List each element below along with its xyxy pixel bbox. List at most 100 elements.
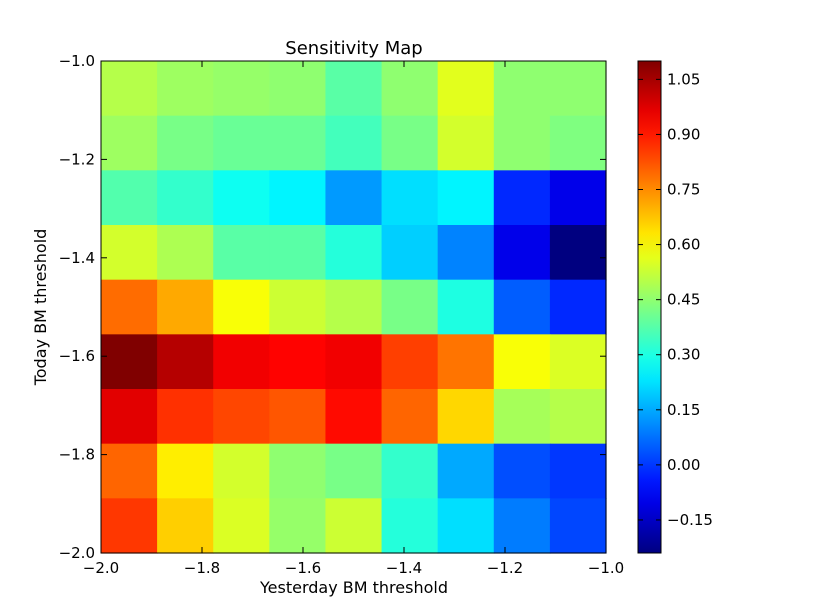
heatmap-cell xyxy=(437,498,495,554)
x-tick-label: −1.2 xyxy=(487,559,523,577)
heatmap-cells xyxy=(101,61,607,554)
y-tick-label: −1.6 xyxy=(59,347,95,365)
heatmap-cell xyxy=(325,279,383,335)
heatmap-cell xyxy=(549,498,607,554)
heatmap-cell xyxy=(437,115,495,171)
heatmap-cell xyxy=(213,334,270,390)
y-tick-label: −1.0 xyxy=(59,52,95,70)
heatmap-cell xyxy=(381,498,439,554)
heatmap-cell xyxy=(157,279,214,335)
heatmap-cell xyxy=(493,498,551,554)
heatmap-cell xyxy=(101,170,158,226)
heatmap-cell xyxy=(101,334,158,390)
colorbar-tick-label: 0.30 xyxy=(667,346,700,364)
heatmap-cell xyxy=(269,170,327,226)
heatmap-cell xyxy=(213,61,270,117)
heatmap-cell xyxy=(269,115,327,171)
colorbar-tick-label: 0.75 xyxy=(667,181,700,199)
heatmap-cell xyxy=(325,170,383,226)
heatmap-cell xyxy=(269,279,327,335)
heatmap-cell xyxy=(381,443,439,499)
heatmap-cell xyxy=(549,115,607,171)
heatmap-cell xyxy=(381,61,439,117)
heatmap-cell xyxy=(269,225,327,281)
plot-frame xyxy=(100,60,607,554)
heatmap-cell xyxy=(157,389,214,445)
heatmap-cell xyxy=(493,115,551,171)
heatmap-cell xyxy=(325,389,383,445)
heatmap-cell xyxy=(381,225,439,281)
heatmap-cell xyxy=(269,389,327,445)
heatmap-cell xyxy=(493,389,551,445)
heatmap-cell xyxy=(101,443,158,499)
colorbar-tick-label: 0.60 xyxy=(667,236,700,254)
x-tick-label: −1.8 xyxy=(184,559,220,577)
heatmap-cell xyxy=(549,225,607,281)
heatmap-cell xyxy=(381,115,439,171)
heatmap-cell xyxy=(437,61,495,117)
heatmap-cell xyxy=(493,334,551,390)
colorbar xyxy=(637,60,662,554)
y-tick-label: −1.4 xyxy=(59,249,95,267)
heatmap-cell xyxy=(101,279,158,335)
heatmap-cell xyxy=(437,334,495,390)
heatmap-cell xyxy=(213,115,270,171)
y-tick-label: −2.0 xyxy=(59,544,95,562)
heatmap-cell xyxy=(493,225,551,281)
heatmap-cell xyxy=(213,389,270,445)
y-tick-label: −1.2 xyxy=(59,150,95,168)
heatmap-cell xyxy=(157,115,214,171)
y-axis-label: Today BM threshold xyxy=(31,229,50,387)
x-axis: −2.0 −1.8 −1.6 −1.4 −1.2 −1.0 xyxy=(83,61,624,577)
heatmap-cell xyxy=(101,61,158,117)
heatmap-cell xyxy=(269,61,327,117)
heatmap-cell xyxy=(269,498,327,554)
heatmap-cell xyxy=(213,279,270,335)
heatmap-cell xyxy=(325,498,383,554)
heatmap-cell xyxy=(381,334,439,390)
x-tick-label: −1.0 xyxy=(588,559,624,577)
heatmap-cell xyxy=(269,334,327,390)
heatmap-cell xyxy=(325,443,383,499)
heatmap-cell xyxy=(325,115,383,171)
x-tick-label: −2.0 xyxy=(83,559,119,577)
colorbar-tick-label: 0.90 xyxy=(667,125,700,143)
heatmap-cell xyxy=(213,170,270,226)
heatmap-cell xyxy=(101,225,158,281)
heatmap-cell xyxy=(549,61,607,117)
heatmap-cell xyxy=(213,443,270,499)
colorbar-tick-label: 0.15 xyxy=(667,401,700,419)
x-axis-label: Yesterday BM threshold xyxy=(259,578,448,597)
heatmap-cell xyxy=(157,334,214,390)
heatmap-cell xyxy=(493,61,551,117)
heatmap-cell xyxy=(493,279,551,335)
heatmap-cell xyxy=(157,225,214,281)
heatmap-cell xyxy=(549,389,607,445)
colorbar-tick-label: 1.05 xyxy=(667,70,700,88)
colorbar-tick-label: −0.15 xyxy=(667,511,713,529)
heatmap-cell xyxy=(549,279,607,335)
heatmap-cell xyxy=(437,443,495,499)
heatmap-cell xyxy=(213,498,270,554)
chart-title: Sensitivity Map xyxy=(285,38,422,59)
heatmap-cell xyxy=(325,61,383,117)
y-axis: −1.0 −1.2 −1.4 −1.6 −1.8 −2.0 xyxy=(59,52,606,562)
x-tick-label: −1.6 xyxy=(285,559,321,577)
colorbar-ticks: 1.05 0.90 0.75 0.60 0.45 0.30 0.15 0.00 −0.15 xyxy=(638,70,713,529)
heatmap-cell xyxy=(549,334,607,390)
heatmap-cell xyxy=(157,61,214,117)
heatmap-cell xyxy=(437,279,495,335)
heatmap-cell xyxy=(213,225,270,281)
heatmap-cell xyxy=(325,334,383,390)
heatmap-cell xyxy=(549,170,607,226)
heatmap-cell xyxy=(437,389,495,445)
heatmap-cell xyxy=(157,170,214,226)
heatmap-cell xyxy=(157,443,214,499)
heatmap-cell xyxy=(437,170,495,226)
heatmap-cell xyxy=(325,225,383,281)
heatmap-cell xyxy=(101,498,158,554)
colorbar-tick-label: 0.00 xyxy=(667,456,700,474)
heatmap-cell xyxy=(381,279,439,335)
